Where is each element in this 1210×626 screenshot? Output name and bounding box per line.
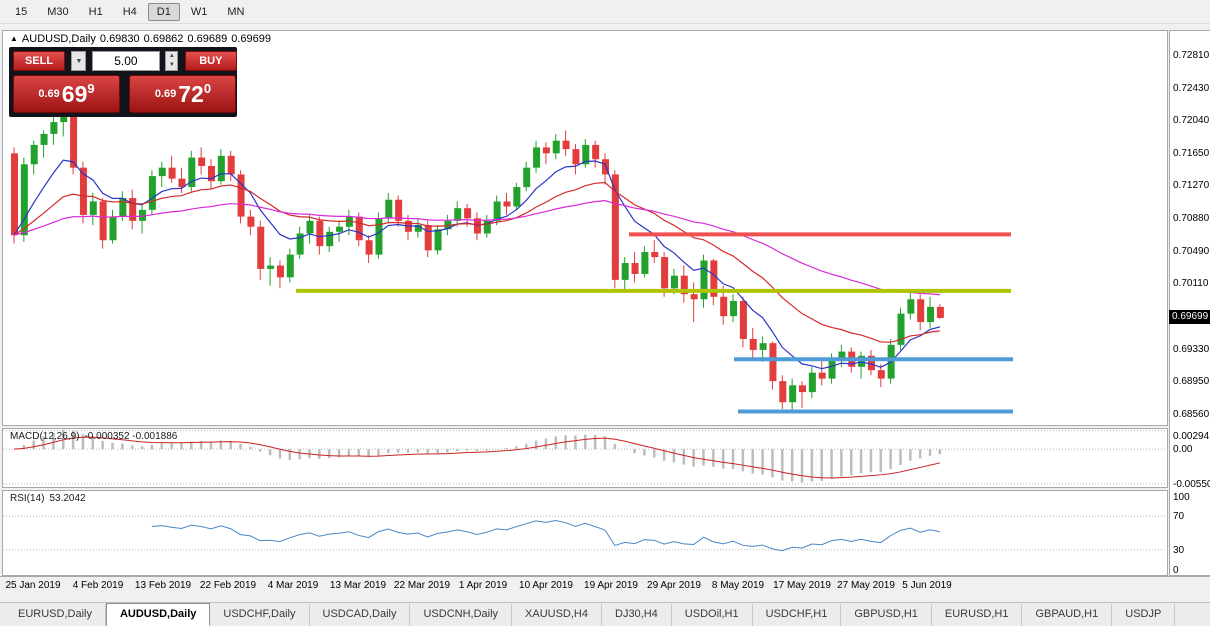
date-axis-label: 27 May 2019 <box>837 580 895 591</box>
buy-price-digits: 72 <box>178 80 204 107</box>
chart-tab-bar: EURUSD,Daily AUDUSD,Daily USDCHF,Daily USDC… <box>0 602 1210 626</box>
buy-price-prefix: 0.69 <box>154 88 177 100</box>
macd-axis-label: 0.00 <box>1173 444 1193 456</box>
date-axis-label: 4 Feb 2019 <box>72 580 124 591</box>
chart-tab-DJ30,H4[interactable]: DJ30,H4 <box>602 604 672 626</box>
date-axis-label: 13 Feb 2019 <box>134 580 192 591</box>
chart-tab-USDCHF,H1[interactable]: USDCHF,H1 <box>753 604 842 626</box>
rsi-name: RSI(14) <box>10 493 45 504</box>
rsi-label: RSI(14) 53.2042 <box>10 493 91 504</box>
price-axis-label: 0.71650 <box>1173 148 1210 160</box>
date-axis-label: 10 Apr 2019 <box>519 580 573 591</box>
macd-name: MACD(12,26,9) <box>10 431 80 442</box>
timeframe-button-W1[interactable]: W1 <box>190 6 208 18</box>
sell-price-pip: 9 <box>87 81 95 96</box>
sell-button[interactable]: SELL <box>13 51 65 71</box>
chart-tab-USDCAD,Daily[interactable]: USDCAD,Daily <box>310 604 411 626</box>
date-axis-label: 25 Jan 2019 <box>5 580 61 591</box>
date-axis[interactable]: 25 Jan 2019 4 Feb 2019 13 Feb 2019 22 Feb 2… <box>0 576 1210 594</box>
chart-tab-AUDUSD,Daily[interactable]: AUDUSD,Daily <box>105 603 211 626</box>
chart-tab-USDCNH,Daily[interactable]: USDCNH,Daily <box>410 604 513 626</box>
buy-price-pip: 0 <box>203 81 212 96</box>
chart-tab-USDOil,H1[interactable]: USDOil,H1 <box>672 604 753 626</box>
one-click-trading-widget: SELL ▼ ▲▼ BUY 0.69 69 9 0.69 72 0 <box>9 47 237 117</box>
chart-tab-EURUSD,Daily[interactable]: EURUSD,Daily <box>5 604 106 626</box>
date-axis-label: 4 Mar 2019 <box>267 580 319 591</box>
price-chart-panel[interactable]: ▲ AUDUSD,Daily 0.69830 0.69862 0.69689 0.6969… <box>2 30 1168 426</box>
symbol-icon: ▲ <box>10 34 18 43</box>
timeframe-button-MN[interactable]: MN <box>227 6 245 18</box>
date-axis-label: 17 May 2019 <box>773 580 831 591</box>
rsi-axis-label: 100 <box>1173 492 1190 503</box>
price-axis-label: 0.72430 <box>1173 82 1210 94</box>
volume-dropdown-button[interactable]: ▼ <box>71 51 87 71</box>
rsi-indicator-panel[interactable]: RSI(14) 53.2042 <box>2 490 1168 576</box>
price-axis-label: 0.68950 <box>1173 376 1210 388</box>
timeframe-button-H1[interactable]: H1 <box>88 6 103 18</box>
price-axis[interactable]: 0.72810 0.72430 0.72040 0.71650 0.71270 0.708… <box>1169 30 1210 576</box>
sell-price-button[interactable]: 0.69 69 9 <box>13 75 120 113</box>
date-axis-label: 22 Mar 2019 <box>393 580 451 591</box>
rsi-axis-label: 30 <box>1173 544 1185 556</box>
ohlc-low: 0.69689 <box>187 33 228 45</box>
buy-button[interactable]: BUY <box>184 51 237 71</box>
volume-stepper[interactable]: ▲ ▼ <box>165 51 179 71</box>
timeframe-button-D1[interactable]: D1 <box>147 3 180 21</box>
price-axis-label: 0.72810 <box>1173 50 1210 62</box>
chart-tab-EURUSD,H1[interactable]: EURUSD,H1 <box>932 604 1023 626</box>
buy-price-button[interactable]: 0.69 72 0 <box>129 75 237 113</box>
date-axis-label: 1 Apr 2019 <box>458 580 508 591</box>
chart-tab-USDJP[interactable]: USDJP <box>1112 604 1176 626</box>
macd-indicator-panel[interactable]: MACD(12,26,9) -0.000352 -0.001886 <box>2 428 1168 488</box>
price-axis-label: 0.70880 <box>1173 213 1210 225</box>
rsi-chart[interactable] <box>3 491 1167 575</box>
macd-axis-label: -0.00550 <box>1173 478 1210 490</box>
rsi-value: 53.2042 <box>49 493 86 504</box>
chart-header: ▲ AUDUSD,Daily 0.69830 0.69862 0.69689 0.6969… <box>10 33 275 45</box>
price-axis-label: 0.71270 <box>1173 180 1210 192</box>
sell-price-digits: 69 <box>61 80 88 107</box>
rsi-axis-label: 70 <box>1173 511 1185 523</box>
chart-tab-USDCHF,Daily[interactable]: USDCHF,Daily <box>210 604 310 626</box>
current-price-tag: 0.69699 <box>1169 309 1210 324</box>
macd-label: MACD(12,26,9) -0.000352 -0.001886 <box>10 431 182 442</box>
price-axis-label: 0.72040 <box>1173 115 1210 127</box>
date-axis-label: 8 May 2019 <box>711 580 765 591</box>
price-axis-label: 0.70490 <box>1173 246 1210 258</box>
candlestick-chart[interactable] <box>3 31 1167 425</box>
volume-input[interactable] <box>91 51 160 71</box>
ohlc-open: 0.69830 <box>99 33 140 45</box>
timeframe-button-H4[interactable]: H4 <box>122 6 137 18</box>
rsi-axis-label: 0 <box>1173 565 1179 576</box>
date-axis-label: 5 Jun 2019 <box>902 580 952 591</box>
chart-tab-GBPAUD,H1[interactable]: GBPAUD,H1 <box>1022 604 1113 626</box>
ohlc-high: 0.69862 <box>143 33 184 45</box>
price-axis-label: 0.68560 <box>1173 409 1210 421</box>
macd-axis-label: 0.00294 <box>1173 431 1210 442</box>
price-axis-label: 0.69330 <box>1173 344 1210 356</box>
ohlc-close: 0.69699 <box>231 33 271 45</box>
date-axis-label: 13 Mar 2019 <box>329 580 387 591</box>
price-axis-label: 0.70110 <box>1173 278 1209 290</box>
chart-tab-XAUUSD,H4[interactable]: XAUUSD,H4 <box>512 604 602 626</box>
date-axis-label: 22 Feb 2019 <box>199 580 257 591</box>
timeframe-toolbar: 15 M30 H1 H4 D1 W1 MN <box>0 0 1210 24</box>
arrow-down-icon: ▼ <box>168 62 175 68</box>
date-axis-label: 29 Apr 2019 <box>647 580 701 591</box>
arrow-up-icon: ▲ <box>168 53 175 59</box>
chevron-down-icon: ▼ <box>75 58 83 65</box>
sell-price-prefix: 0.69 <box>38 88 60 100</box>
date-axis-label: 19 Apr 2019 <box>584 580 638 591</box>
macd-values: -0.000352 -0.001886 <box>84 431 178 442</box>
timeframe-button-M30[interactable]: M30 <box>47 6 69 18</box>
macd-chart[interactable] <box>3 429 1167 487</box>
chart-symbol-label: AUDUSD,Daily <box>21 33 96 45</box>
chart-tab-GBPUSD,H1[interactable]: GBPUSD,H1 <box>841 604 932 626</box>
timeframe-button-15[interactable]: 15 <box>15 6 28 18</box>
